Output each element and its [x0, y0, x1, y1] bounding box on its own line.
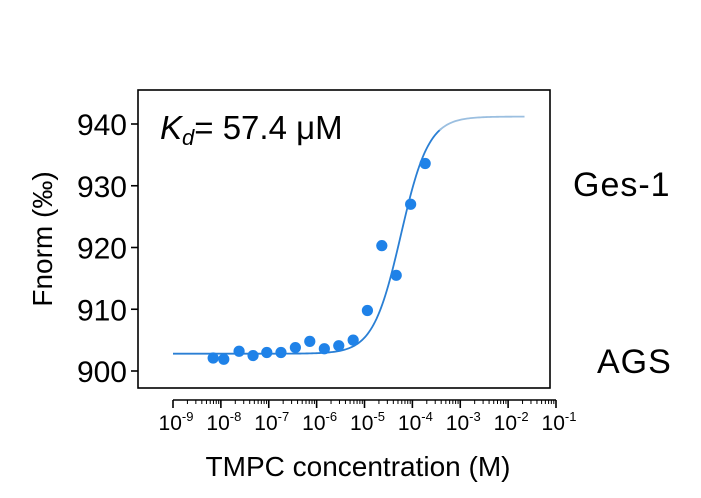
x-tick-label: 10-7 — [254, 409, 289, 435]
x-tick-label: 10-5 — [350, 409, 385, 435]
x-tick-label: 10-4 — [398, 409, 433, 435]
y-tick-label-940: 940 — [77, 109, 127, 142]
data-point-14 — [390, 269, 402, 281]
x-axis-title: TMPC concentration (M) — [206, 451, 511, 482]
data-point-16 — [419, 157, 431, 170]
y-tick-label-900: 900 — [77, 356, 127, 389]
x-tick-label: 10-3 — [446, 409, 481, 435]
data-point-15 — [405, 198, 417, 210]
x-axis: 10-9 10-8 10-7 10-6 10-5 10-4 10-3 10-2 10-1 — [159, 399, 577, 435]
y-axis: 900 910 920 930 940 — [77, 109, 138, 389]
data-point-5 — [261, 346, 273, 359]
y-tick-label-920: 920 — [77, 233, 127, 266]
x-tick-label: 10-1 — [542, 409, 577, 435]
data-point-13 — [376, 240, 388, 252]
data-point-4 — [247, 349, 259, 362]
y-tick-label-930: 930 — [77, 171, 127, 204]
cell-line-label-ges1: Ges-1 — [573, 166, 671, 204]
y-axis-title: Fnorm (‰) — [27, 171, 58, 306]
fit-curve-plateau — [438, 115, 525, 131]
fit-curve — [173, 128, 442, 355]
kd-value: = 57.4 μM — [194, 109, 342, 146]
y-tick-label-910: 910 — [77, 294, 127, 327]
x-tick-label: 10-6 — [302, 409, 337, 435]
kd-symbol: K — [160, 109, 184, 146]
data-point-12 — [361, 304, 374, 317]
plot-frame — [137, 89, 551, 389]
fit-curve-layer — [173, 115, 525, 355]
x-tick-label: 10-2 — [494, 409, 529, 435]
data-point-7 — [289, 341, 301, 354]
kd-annotation: Kd= 57.4 μM — [160, 109, 343, 150]
data-point-11 — [347, 334, 359, 346]
data-point-6 — [275, 346, 287, 359]
data-point-9 — [318, 343, 330, 355]
x-tick-label: 10-8 — [206, 409, 241, 435]
data-point-3 — [233, 345, 245, 357]
data-point-1 — [207, 352, 219, 364]
data-point-8 — [304, 335, 316, 347]
x-tick-label: 10-9 — [159, 409, 194, 435]
data-point-2 — [218, 353, 230, 365]
data-point-10 — [333, 340, 345, 352]
cell-line-label-ags: AGS — [597, 343, 672, 381]
data-points-layer — [207, 157, 431, 365]
kd-subscript: d — [182, 125, 195, 150]
